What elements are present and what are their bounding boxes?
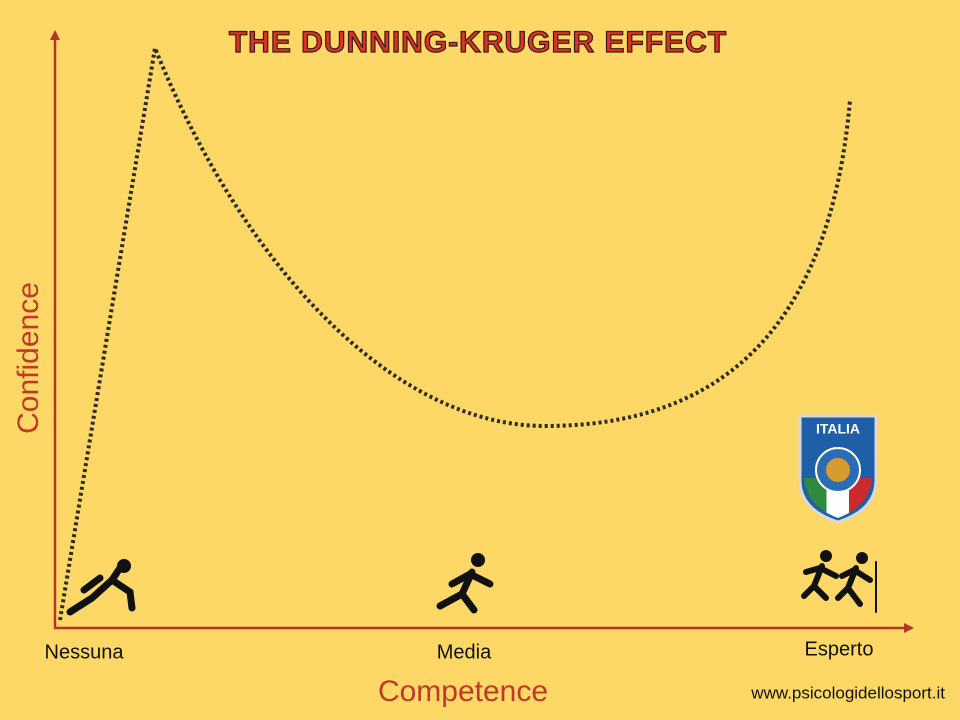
footer: www.psicologidellosport.it: [750, 683, 945, 702]
x-label: Esperto: [805, 638, 874, 660]
title: THE DUNNING-KRUGER EFFECT: [229, 26, 727, 59]
badge-title: ITALIA: [816, 421, 860, 437]
x-label: Nessuna: [45, 641, 125, 663]
y-axis-label: Confidence: [12, 282, 45, 434]
dunning-kruger-curve: [58, 40, 852, 621]
runner-icon: [66, 559, 136, 616]
x-label: Media: [437, 641, 492, 663]
runner-icon: [801, 550, 877, 613]
runner-icon: [436, 553, 494, 614]
badge: ITALIA: [798, 414, 878, 524]
x-axis-label: Competence: [378, 675, 548, 708]
